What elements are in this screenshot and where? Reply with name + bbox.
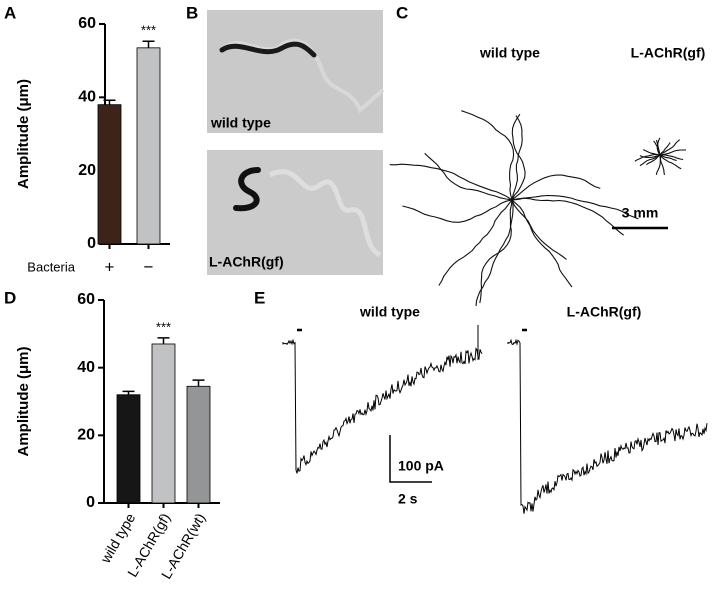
track xyxy=(402,199,513,223)
track xyxy=(461,110,515,201)
panel-letter: A xyxy=(4,3,16,22)
track xyxy=(511,197,625,236)
image-label: wild type xyxy=(210,115,271,131)
bar xyxy=(186,385,211,504)
scale-label: 2 s xyxy=(398,491,418,507)
track xyxy=(389,163,513,201)
bar xyxy=(116,394,141,504)
significance: *** xyxy=(141,23,156,38)
track xyxy=(511,113,526,201)
y-tick-label: 60 xyxy=(78,15,96,32)
worm-image xyxy=(207,10,383,133)
panel-letter: E xyxy=(254,288,265,307)
y-axis-label: Amplitude (μm) xyxy=(15,346,32,456)
track xyxy=(645,154,661,166)
y-tick-label: 0 xyxy=(87,235,96,252)
worm xyxy=(219,41,317,58)
error-bar xyxy=(192,379,205,387)
x-tick-label: + xyxy=(105,257,115,276)
track xyxy=(659,154,682,170)
y-tick-label: 40 xyxy=(77,359,95,376)
track xyxy=(479,199,513,304)
track-label: wild type xyxy=(479,45,540,61)
track xyxy=(511,199,567,260)
error-bar xyxy=(122,390,135,395)
error-bar xyxy=(142,40,155,48)
bar xyxy=(97,104,122,245)
trace-label: L-AChR(gf) xyxy=(567,304,642,320)
bar xyxy=(136,47,161,245)
trace xyxy=(507,338,708,514)
track xyxy=(511,115,523,201)
scale-label: 100 pA xyxy=(398,458,444,474)
track xyxy=(511,194,639,220)
track-label: L-AChR(gf) xyxy=(631,45,706,61)
track xyxy=(511,174,601,201)
track xyxy=(659,139,681,156)
panel-letter: B xyxy=(186,3,198,22)
worm-image xyxy=(207,150,383,275)
track xyxy=(511,199,573,288)
worm-track xyxy=(268,169,382,258)
y-axis-label: Amplitude (μm) xyxy=(15,79,32,189)
trace xyxy=(282,338,483,474)
y-tick-label: 40 xyxy=(78,89,96,106)
x-tick-label: − xyxy=(144,257,154,276)
y-tick-label: 20 xyxy=(78,162,96,179)
track xyxy=(643,149,661,156)
error-bar xyxy=(103,99,116,105)
panel-letter: D xyxy=(4,288,16,307)
error-bar xyxy=(157,337,170,344)
y-tick-label: 0 xyxy=(86,494,95,511)
track xyxy=(659,142,671,156)
track xyxy=(438,199,513,286)
trace-label: wild type xyxy=(359,304,420,320)
x-axis-label: Bacteria xyxy=(27,259,75,274)
traces xyxy=(282,325,708,514)
panel-letter: C xyxy=(396,3,408,22)
track xyxy=(659,154,666,176)
y-tick-label: 20 xyxy=(77,427,95,444)
worm xyxy=(233,167,261,212)
image-label: L-AChR(gf) xyxy=(209,254,284,270)
bar xyxy=(151,343,176,504)
track xyxy=(659,149,687,156)
significance: *** xyxy=(156,319,171,334)
tracks xyxy=(389,110,687,307)
scale-bar xyxy=(389,435,432,483)
track xyxy=(639,154,661,167)
scale-label: 3 mm xyxy=(622,205,659,221)
track xyxy=(653,140,661,156)
track xyxy=(659,154,677,162)
y-tick-label: 60 xyxy=(77,291,95,308)
track xyxy=(424,152,513,201)
